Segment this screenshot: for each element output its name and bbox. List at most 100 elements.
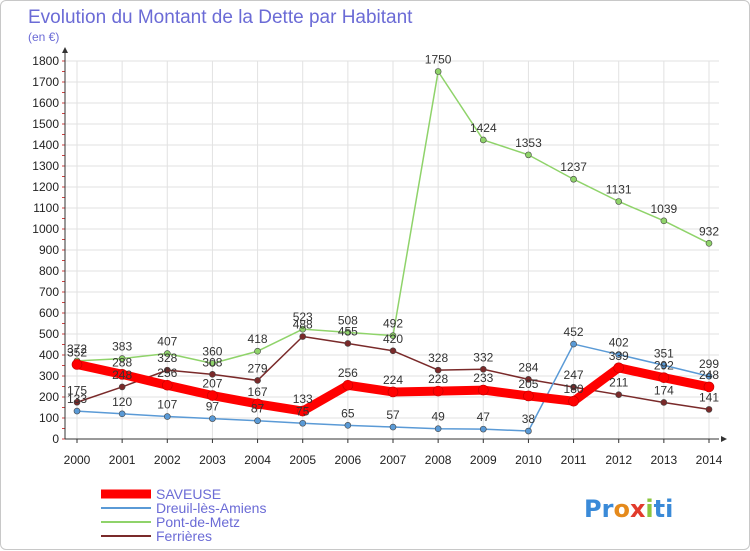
data-label: 328 [157,351,177,365]
data-label: 288 [112,355,132,369]
series-point-0 [432,385,444,397]
series-point-2 [163,350,171,357]
x-tick-label: 2001 [109,453,136,467]
y-tick-label: 1600 [32,96,59,110]
data-label: 133 [67,392,87,406]
x-tick-label: 2002 [154,453,181,467]
x-tick-label: 2005 [289,453,316,467]
series-point-0 [161,379,173,391]
series-point-2 [209,360,216,367]
series-point-0 [568,395,579,407]
series-point-3 [389,347,397,355]
brand-letter: o [613,495,630,523]
legend-label: Ferrières [156,528,212,544]
x-tick-label: 2008 [425,453,452,467]
data-label: 65 [341,406,355,420]
brand-logo: Proxiti [584,495,673,523]
data-label: 205 [518,377,538,391]
legend: SAVEUSEDreuil-lès-AmiensPont-de-MetzFerr… [101,486,266,544]
series-point-2 [525,151,532,159]
series-point-3 [660,399,668,406]
data-label: 38 [522,412,536,426]
data-label: 141 [699,390,719,404]
data-label: 455 [338,324,358,338]
x-tick-label: 2014 [696,453,723,467]
series-point-1 [570,340,577,348]
data-label: 75 [296,404,310,418]
data-label: 224 [383,373,403,387]
series-point-2 [570,175,577,183]
data-label: 488 [293,318,313,332]
data-label: 407 [157,335,177,349]
series-point-3 [615,391,623,398]
series-point-3 [209,371,216,378]
series-point-1 [615,351,623,358]
legend-label: Dreuil-lès-Amiens [156,500,266,516]
y-tick-label: 800 [39,264,59,278]
data-label: 508 [338,313,358,327]
series-point-1 [525,427,532,435]
series-point-3 [254,377,261,384]
y-axis-arrow [62,47,68,53]
series-point-3 [344,340,352,347]
series-point-2 [615,198,623,205]
data-label: 292 [654,359,674,373]
x-axis-arrow [721,436,727,442]
data-label: 1750 [425,53,452,67]
data-label: 418 [248,332,268,346]
data-label: 352 [67,345,87,359]
y-tick-label: 400 [39,348,59,362]
y-tick-label: 1400 [32,138,59,152]
x-tick-label: 2007 [380,453,407,467]
data-label: 402 [609,336,629,350]
series-point-0 [387,386,399,398]
series-point-0 [523,390,534,402]
data-label: 279 [248,361,268,375]
data-label: 256 [338,366,358,380]
y-tick-label: 200 [39,390,59,404]
series-point-2 [705,239,713,247]
x-tick-label: 2013 [651,453,678,467]
data-label: 175 [67,383,87,397]
series-point-3 [118,383,126,391]
series-point-1 [344,422,352,429]
y-tick-label: 700 [39,285,59,299]
series-point-0 [297,405,309,417]
x-tick-label: 2010 [515,453,542,467]
series-point-0 [71,359,83,370]
series-point-2 [389,332,397,339]
data-label: 383 [112,340,132,354]
chart-title: Evolution du Montant de la Dette par Hab… [28,7,413,28]
data-label: 1131 [606,182,632,196]
data-label: 233 [473,371,493,385]
y-tick-label: 1800 [32,54,59,68]
data-label: 133 [293,392,313,406]
series-point-1 [434,425,442,433]
data-label: 360 [202,344,222,358]
series-point-2 [254,347,261,355]
series-point-0 [252,398,263,410]
data-label: 1353 [515,136,542,150]
data-label: 328 [428,351,448,365]
data-label: 120 [112,395,132,409]
data-label: 932 [699,224,719,238]
data-label: 228 [428,372,448,386]
y-tick-label: 1500 [32,117,59,131]
series-point-1 [254,417,261,425]
data-labels: 352 288 256 207 167 133 256 224 228 233 205 180 339 2… [67,53,719,427]
series-point-3 [73,398,81,406]
x-tick-label: 2012 [605,453,632,467]
data-label: 420 [383,332,403,346]
data-label: 256 [157,366,177,380]
chart-subtitle: (en €) [28,30,59,44]
series-point-2 [479,136,487,144]
data-label: 211 [609,376,628,390]
x-tick-label: 2006 [335,453,362,467]
series-point-1 [118,410,126,418]
y-tick-label: 1300 [32,159,59,173]
series-point-2 [299,325,307,333]
series-point-3 [705,406,713,413]
series-lines [71,68,715,435]
series-point-0 [207,390,218,401]
